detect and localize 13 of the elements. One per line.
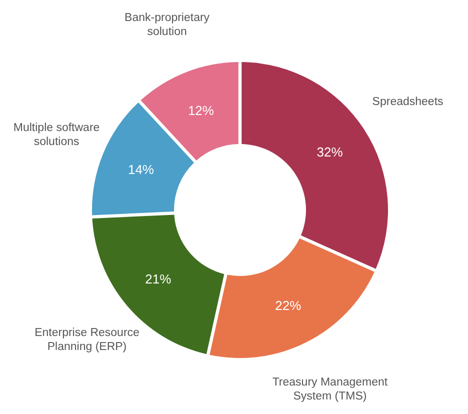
data-label: 14%	[128, 162, 154, 177]
slice-label: Multiple software solutions	[13, 122, 100, 148]
slice-label: Treasury Management System (TMS)	[272, 376, 388, 403]
data-label: 22%	[275, 298, 302, 314]
donut-slice	[210, 238, 374, 358]
data-label: 32%	[316, 144, 344, 160]
donut-slice	[140, 62, 238, 160]
data-label: 21%	[145, 271, 172, 286]
slice-label: Enterprise Resource Planning (ERP)	[34, 326, 140, 353]
data-label: 12%	[188, 102, 214, 118]
slice-label: Bank-proprietary solution	[124, 12, 210, 38]
slice-label: Spreadsheets	[372, 96, 444, 108]
donut-slice	[92, 214, 224, 354]
